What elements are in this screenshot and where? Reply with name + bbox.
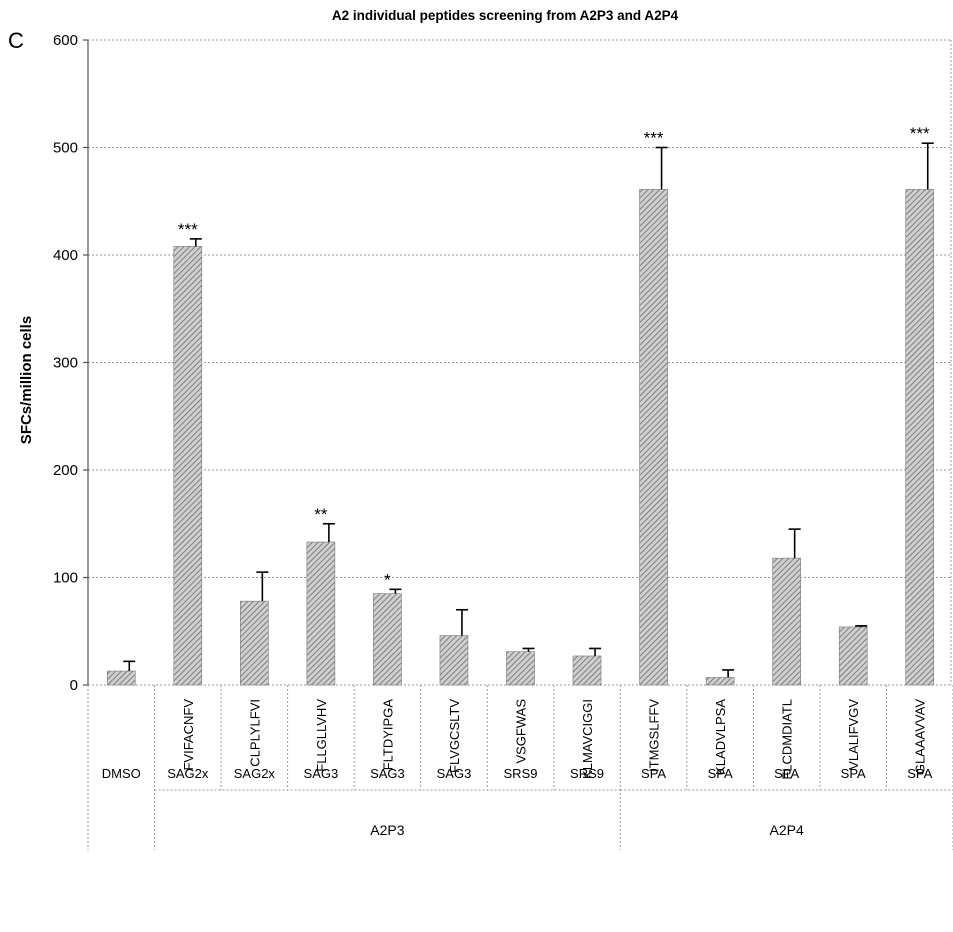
y-axis-label: SFCs/million cells — [18, 316, 35, 444]
bar — [705, 677, 735, 686]
bar — [506, 651, 535, 686]
category-dividers — [87, 685, 953, 850]
bar — [240, 600, 269, 686]
source-label: SAG2x — [167, 766, 209, 781]
category-label: GLAAAVVAV — [913, 699, 928, 774]
source-label: SAG3 — [437, 766, 472, 781]
bars — [106, 189, 935, 686]
error-bars — [123, 142, 934, 678]
significance-label: *** — [910, 124, 930, 143]
y-tick-label: 100 — [53, 570, 78, 587]
significance-label: * — [384, 570, 391, 589]
group-labels: A2P3 A2P4 — [370, 822, 804, 838]
source-label: SPA — [907, 766, 932, 781]
y-tick-label: 0 — [70, 677, 78, 694]
category-label: FLCDMDIATL — [780, 699, 795, 780]
source-label: SRS9 — [504, 766, 538, 781]
bar — [306, 541, 336, 686]
bar — [838, 626, 868, 686]
significance-labels: ********* *** — [178, 124, 930, 589]
y-tick-label: 600 — [53, 32, 78, 49]
significance-label: *** — [644, 129, 664, 148]
category-label: FLLGLLVHV — [314, 699, 329, 772]
grid-lines — [83, 39, 952, 686]
source-label: SPA — [841, 766, 866, 781]
panel-letter: C — [8, 28, 24, 53]
category-label: FLVGCSLTV — [447, 699, 462, 773]
source-label: SPA — [774, 766, 799, 781]
source-label: DMSO — [102, 766, 141, 781]
source-label: SAG2x — [234, 766, 276, 781]
category-labels: FVIFACNFV CLPLYLFVI FLLGLLVHV FLTDYIPGA FLVG… — [181, 699, 928, 780]
source-label: SAG3 — [304, 766, 339, 781]
chart-title: A2 individual peptides screening from A2… — [332, 8, 679, 23]
bar — [572, 655, 602, 686]
bar — [905, 189, 935, 686]
bar — [173, 246, 203, 686]
category-label: KLMAVCIGGI — [580, 699, 595, 779]
y-tick-label: 400 — [53, 247, 78, 264]
y-tick-label: 200 — [53, 462, 78, 479]
significance-label: *** — [178, 220, 198, 239]
y-tick-labels: 0 100 200 300 400 500 600 — [53, 32, 78, 694]
bar — [639, 189, 668, 686]
category-label: VLALIFVGV — [846, 699, 861, 770]
category-label: CLPLYLFVI — [247, 699, 262, 767]
category-label: VSGFWAS — [514, 699, 529, 764]
source-label: SPA — [708, 766, 733, 781]
group-label: A2P4 — [770, 822, 804, 838]
source-label: SAG3 — [370, 766, 405, 781]
bar — [373, 593, 402, 686]
bar — [439, 635, 469, 686]
category-label: ITMGSLFFV — [647, 699, 662, 772]
bar — [772, 557, 801, 686]
significance-label: ** — [314, 505, 328, 524]
source-label: SRS9 — [570, 766, 604, 781]
y-tick-label: 500 — [53, 140, 78, 157]
category-label: FLTDYIPGA — [380, 699, 395, 771]
y-tick-label: 300 — [53, 355, 78, 372]
source-label: SPA — [641, 766, 666, 781]
group-label: A2P3 — [370, 822, 404, 838]
category-label: KLADVLPSA — [713, 699, 728, 775]
category-label: FVIFACNFV — [181, 699, 196, 771]
bar — [106, 670, 136, 686]
source-labels: DMSO SAG2x SAG2x SAG3 SAG3 SAG3 SRS9 SRS9 SPA SPA… — [102, 766, 933, 781]
